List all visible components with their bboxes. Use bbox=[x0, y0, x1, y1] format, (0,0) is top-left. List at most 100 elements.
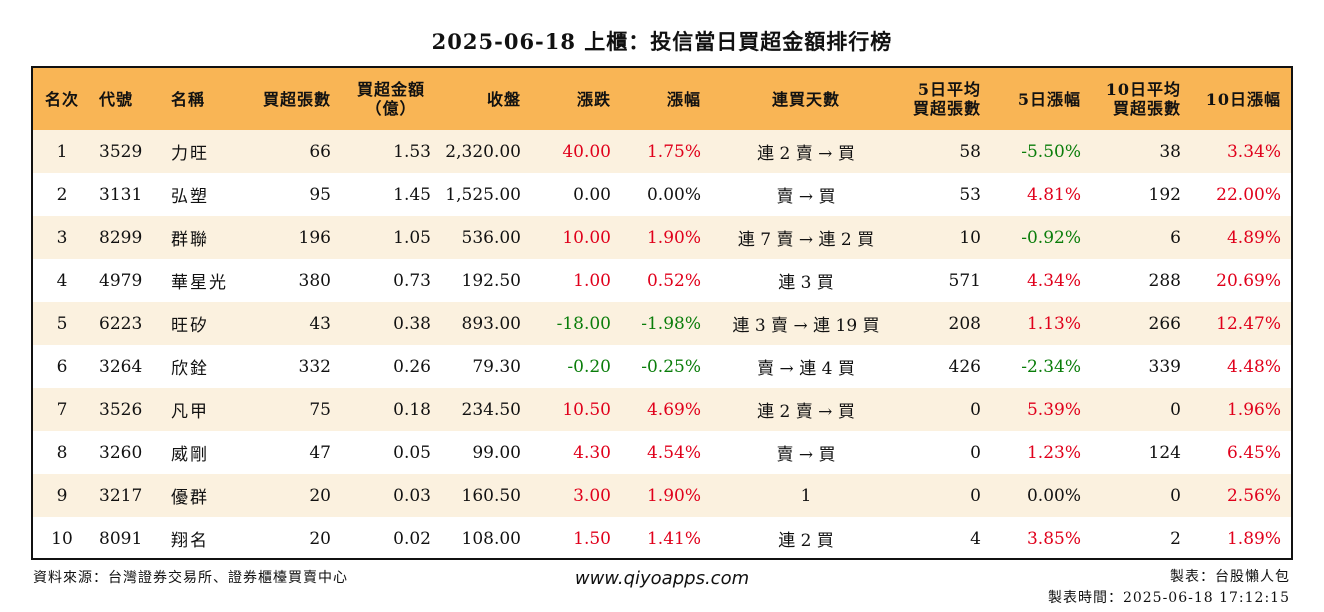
cell-pct10: 22.00% bbox=[1216, 184, 1281, 205]
ranking-table-container: 名次 代號 名稱 買超張數 買超金額 （億） 收盤 漲跌 漲幅 連買天數 5日平… bbox=[31, 66, 1293, 560]
cell-change: 1.00 bbox=[573, 270, 611, 291]
cell-pct10: 6.45% bbox=[1226, 442, 1281, 463]
table-row: 3 8299 群聯 196 1.05 536.00 10.00 1.90% 連 7 賣 → 連 … bbox=[33, 216, 1291, 259]
cell-change: -18.00 bbox=[556, 313, 611, 334]
cell-code: 3260 bbox=[99, 442, 143, 463]
cell-change: 10.00 bbox=[562, 227, 611, 248]
cell-code: 3217 bbox=[99, 485, 143, 506]
cell-buy-amount: 0.38 bbox=[393, 313, 431, 334]
cell-streak: 連 2 買 bbox=[778, 531, 834, 551]
made-time: 製表時間：2025-06-18 17:12:15 bbox=[1047, 590, 1290, 606]
cell-close: 893.00 bbox=[461, 313, 521, 334]
maker-label: 製表：台股懶人包 bbox=[1170, 569, 1290, 585]
cell-buy-lots: 380 bbox=[298, 270, 331, 291]
cell-change: 4.30 bbox=[573, 442, 611, 463]
cell-rank: 1 bbox=[56, 141, 68, 162]
cell-pct: 1.41% bbox=[646, 528, 701, 549]
cell-pct10: 1.89% bbox=[1226, 528, 1281, 549]
cell-pct5: 0.00% bbox=[1026, 485, 1081, 506]
page-title: 2025-06-18 上櫃：投信當日買超金額排行榜 bbox=[431, 29, 893, 54]
cell-streak: 1 bbox=[800, 485, 812, 506]
cell-buy-amount: 1.45 bbox=[393, 184, 431, 205]
cell-buy-lots: 43 bbox=[309, 313, 331, 334]
cell-buy-lots: 20 bbox=[309, 485, 331, 506]
cell-avg5: 0 bbox=[970, 485, 981, 506]
header-name: 名稱 bbox=[171, 89, 206, 109]
cell-change: 0.00 bbox=[573, 184, 611, 205]
table-row: 9 3217 優群 20 0.03 160.50 3.00 1.90% 1 0 0.00% 0 2.56… bbox=[33, 474, 1291, 517]
cell-code: 4979 bbox=[99, 270, 143, 291]
cell-buy-amount: 1.53 bbox=[393, 141, 431, 162]
cell-rank: 4 bbox=[56, 270, 68, 291]
cell-buy-amount: 0.03 bbox=[393, 485, 431, 506]
cell-buy-amount: 0.26 bbox=[393, 356, 431, 377]
cell-streak: 連 3 買 bbox=[778, 273, 834, 293]
cell-pct5: -5.50% bbox=[1021, 141, 1081, 162]
cell-avg10: 192 bbox=[1148, 184, 1181, 205]
cell-streak: 連 3 賣 → 連 19 買 bbox=[732, 316, 880, 336]
table-row: 1 3529 力旺 66 1.53 2,320.00 40.00 1.75% 連 2 賣 → 買… bbox=[33, 130, 1291, 173]
cell-avg5: 571 bbox=[948, 270, 981, 291]
cell-close: 160.50 bbox=[461, 485, 521, 506]
website-link[interactable]: www.qiyoapps.com bbox=[574, 568, 750, 589]
cell-rank: 8 bbox=[56, 442, 68, 463]
cell-avg10: 0 bbox=[1170, 399, 1181, 420]
cell-close: 2,320.00 bbox=[445, 141, 521, 162]
cell-name: 翔名 bbox=[171, 531, 209, 551]
header-buy-amount-line1: 買超金額 bbox=[356, 80, 425, 99]
cell-pct: 4.54% bbox=[646, 442, 701, 463]
cell-change: 1.50 bbox=[573, 528, 611, 549]
cell-pct5: 1.23% bbox=[1026, 442, 1081, 463]
footer-credits: 製表：台股懶人包 製表時間：2025-06-18 17:12:15 bbox=[1048, 567, 1290, 609]
cell-streak: 連 7 賣 → 連 2 買 bbox=[737, 230, 875, 250]
cell-streak: 連 2 賣 → 買 bbox=[757, 144, 855, 164]
header-avg5-line2: 買超張數 bbox=[912, 99, 981, 118]
cell-avg5: 10 bbox=[959, 227, 981, 248]
cell-name: 力旺 bbox=[171, 144, 209, 164]
header-avg5-line1: 5日平均 bbox=[917, 80, 981, 99]
header-streak: 連買天數 bbox=[771, 89, 840, 109]
header-avg10-line1: 10日平均 bbox=[1105, 80, 1181, 99]
cell-close: 79.30 bbox=[472, 356, 521, 377]
header-avg5: 5日平均 買超張數 bbox=[901, 68, 991, 130]
header-buy-amount-line2: （億） bbox=[365, 99, 417, 118]
cell-pct10: 4.89% bbox=[1226, 227, 1281, 248]
cell-avg10: 2 bbox=[1170, 528, 1181, 549]
cell-close: 234.50 bbox=[461, 399, 521, 420]
cell-change: -0.20 bbox=[567, 356, 611, 377]
cell-code: 3526 bbox=[99, 399, 143, 420]
cell-pct10: 12.47% bbox=[1216, 313, 1281, 334]
cell-code: 3131 bbox=[99, 184, 143, 205]
header-row: 名次 代號 名稱 買超張數 買超金額 （億） 收盤 漲跌 漲幅 連買天數 5日平… bbox=[33, 68, 1291, 130]
cell-buy-amount: 0.05 bbox=[393, 442, 431, 463]
cell-avg10: 6 bbox=[1170, 227, 1181, 248]
cell-name: 凡甲 bbox=[171, 402, 209, 422]
cell-pct10: 2.56% bbox=[1226, 485, 1281, 506]
header-pct: 漲幅 bbox=[666, 89, 701, 109]
cell-code: 8299 bbox=[99, 227, 143, 248]
cell-close: 99.00 bbox=[472, 442, 521, 463]
cell-pct: -0.25% bbox=[641, 356, 701, 377]
cell-avg10: 124 bbox=[1148, 442, 1181, 463]
header-pct10: 10日漲幅 bbox=[1205, 89, 1281, 109]
ranking-table: 名次 代號 名稱 買超張數 買超金額 （億） 收盤 漲跌 漲幅 連買天數 5日平… bbox=[33, 68, 1291, 558]
cell-buy-lots: 20 bbox=[309, 528, 331, 549]
table-row: 7 3526 凡甲 75 0.18 234.50 10.50 4.69% 連 2 賣 → 買 0 5… bbox=[33, 388, 1291, 431]
table-row: 4 4979 華星光 380 0.73 192.50 1.00 0.52% 連 3 買 571 4.… bbox=[33, 259, 1291, 302]
cell-pct10: 1.96% bbox=[1226, 399, 1281, 420]
cell-buy-lots: 95 bbox=[309, 184, 331, 205]
cell-pct10: 3.34% bbox=[1226, 141, 1281, 162]
cell-change: 10.50 bbox=[562, 399, 611, 420]
cell-pct: 4.69% bbox=[646, 399, 701, 420]
cell-avg5: 4 bbox=[970, 528, 981, 549]
header-buy-amount: 買超金額 （億） bbox=[341, 68, 441, 130]
cell-pct: 1.90% bbox=[646, 227, 701, 248]
cell-streak: 連 2 賣 → 買 bbox=[757, 402, 855, 422]
cell-buy-lots: 66 bbox=[309, 141, 331, 162]
cell-close: 192.50 bbox=[461, 270, 521, 291]
cell-pct: 1.90% bbox=[646, 485, 701, 506]
cell-name: 群聯 bbox=[171, 230, 209, 250]
header-rank: 名次 bbox=[44, 89, 79, 109]
cell-code: 3264 bbox=[99, 356, 143, 377]
cell-pct5: 4.81% bbox=[1026, 184, 1081, 205]
